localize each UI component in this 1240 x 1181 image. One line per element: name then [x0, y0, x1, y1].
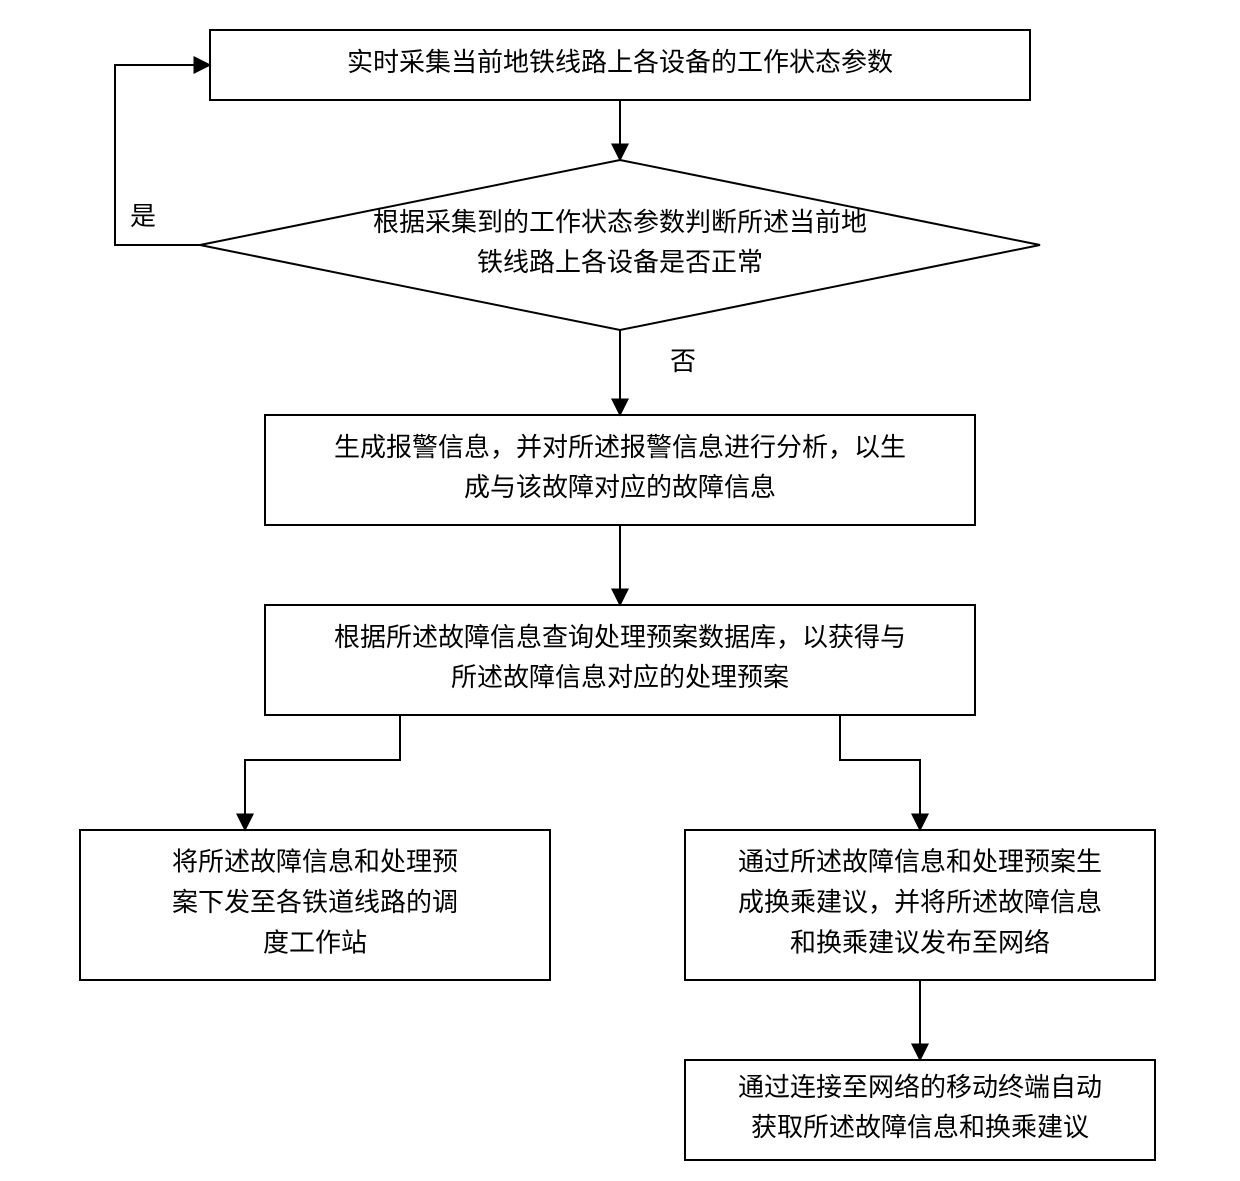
n4-text-line-1: 所述故障信息对应的处理预案	[451, 663, 789, 692]
edge-e5	[245, 715, 400, 830]
n3-text-line-1: 成与该故障对应的故障信息	[464, 473, 776, 502]
n1-text-line-0: 实时采集当前地铁线路上各设备的工作状态参数	[347, 48, 893, 77]
n5-text-line-1: 案下发至各铁道线路的调	[172, 888, 458, 917]
n6-text-line-0: 通过所述故障信息和处理预案生	[738, 848, 1102, 877]
edge-label-e2_yes: 是	[130, 202, 156, 231]
n2-text-line-1: 铁线路上各设备是否正常	[477, 248, 763, 277]
node-n5: 将所述故障信息和处理预案下发至各铁道线路的调度工作站	[80, 830, 550, 980]
n5-text-line-0: 将所述故障信息和处理预	[172, 848, 458, 877]
n5-text-line-2: 度工作站	[263, 928, 367, 957]
n4-text-line-0: 根据所述故障信息查询处理预案数据库，以获得与	[334, 623, 906, 652]
edge-label-e3_no: 否	[670, 347, 696, 376]
node-n4: 根据所述故障信息查询处理预案数据库，以获得与所述故障信息对应的处理预案	[265, 605, 975, 715]
node-n7: 通过连接至网络的移动终端自动获取所述故障信息和换乘建议	[685, 1060, 1155, 1160]
n6-text-line-1: 成换乘建议，并将所述故障信息	[738, 888, 1102, 917]
n2-text-line-0: 根据采集到的工作状态参数判断所述当前地	[373, 208, 867, 237]
n7-text-line-0: 通过连接至网络的移动终端自动	[738, 1073, 1102, 1102]
flowchart-canvas: 实时采集当前地铁线路上各设备的工作状态参数根据采集到的工作状态参数判断所述当前地…	[0, 0, 1240, 1181]
n7-text-line-1: 获取所述故障信息和换乘建议	[751, 1113, 1089, 1142]
node-n2: 根据采集到的工作状态参数判断所述当前地铁线路上各设备是否正常	[200, 160, 1040, 330]
n6-text-line-2: 和换乘建议发布至网络	[790, 928, 1050, 957]
n3-text-line-0: 生成报警信息，并对所述报警信息进行分析，以生	[334, 433, 906, 462]
node-n1: 实时采集当前地铁线路上各设备的工作状态参数	[210, 30, 1030, 100]
node-n6: 通过所述故障信息和处理预案生成换乘建议，并将所述故障信息和换乘建议发布至网络	[685, 830, 1155, 980]
edge-e6	[840, 715, 920, 830]
node-n3: 生成报警信息，并对所述报警信息进行分析，以生成与该故障对应的故障信息	[265, 415, 975, 525]
